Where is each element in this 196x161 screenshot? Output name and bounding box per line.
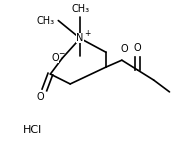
- Text: CH₃: CH₃: [36, 15, 54, 26]
- Text: O: O: [52, 53, 59, 63]
- Text: O: O: [134, 43, 142, 53]
- Text: O: O: [37, 92, 44, 102]
- Text: N: N: [76, 33, 84, 43]
- Text: −: −: [58, 49, 64, 58]
- Text: +: +: [84, 29, 90, 38]
- Text: CH₃: CH₃: [71, 4, 89, 14]
- Text: O: O: [120, 44, 128, 54]
- Text: HCl: HCl: [23, 125, 42, 135]
